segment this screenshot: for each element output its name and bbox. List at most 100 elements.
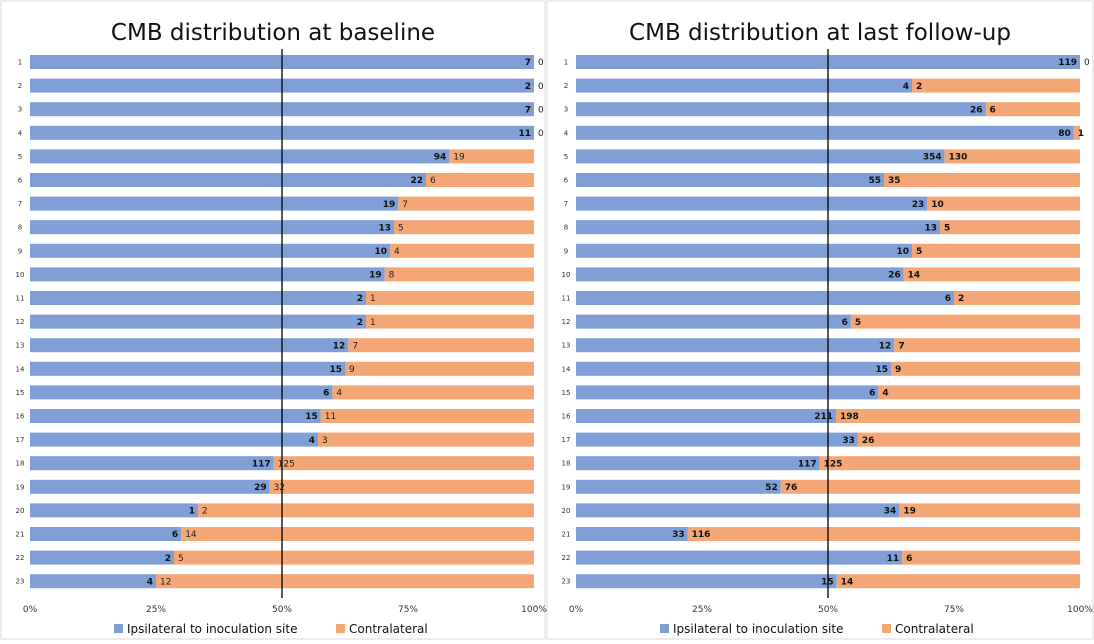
bar-ipsilateral bbox=[576, 149, 945, 164]
category-label: 22 bbox=[16, 554, 25, 562]
bar-ipsilateral bbox=[30, 291, 366, 305]
category-label: 1 bbox=[18, 59, 22, 67]
data-label-contralateral: 5 bbox=[916, 247, 922, 257]
bar-ipsilateral bbox=[30, 361, 345, 376]
bar-ipsilateral bbox=[30, 338, 349, 353]
bar-ipsilateral bbox=[576, 338, 895, 353]
data-label-ipsilateral: 15 bbox=[305, 412, 318, 422]
bar-contralateral bbox=[954, 291, 1080, 305]
bar-contralateral bbox=[174, 550, 534, 565]
data-label-ipsilateral: 6 bbox=[172, 530, 178, 540]
category-label: 12 bbox=[16, 318, 25, 326]
bar-contralateral bbox=[390, 243, 534, 258]
bar-ipsilateral bbox=[576, 314, 851, 329]
data-label-ipsilateral: 4 bbox=[903, 82, 909, 92]
bar-ipsilateral bbox=[30, 220, 394, 235]
category-label: 9 bbox=[18, 247, 22, 255]
category-label: 11 bbox=[562, 295, 571, 303]
data-label-ipsilateral: 26 bbox=[888, 271, 901, 281]
category-label: 16 bbox=[16, 413, 25, 421]
data-label-contralateral: 6 bbox=[906, 554, 912, 564]
data-label-ipsilateral: 4 bbox=[309, 436, 315, 446]
data-label-contralateral: 116 bbox=[692, 530, 711, 540]
category-label: 15 bbox=[562, 389, 571, 397]
x-tick-label: 75% bbox=[944, 605, 964, 615]
chart-title: CMB distribution at last follow-up bbox=[629, 20, 1011, 46]
panel-border bbox=[0, 0, 546, 640]
data-label-ipsilateral: 10 bbox=[896, 247, 909, 257]
data-label-contralateral: 1 bbox=[370, 294, 376, 304]
bar-ipsilateral bbox=[576, 243, 912, 258]
bar-contralateral bbox=[878, 385, 1080, 400]
bar-contralateral bbox=[780, 479, 1080, 494]
bar-ipsilateral bbox=[30, 550, 174, 565]
bar-ipsilateral bbox=[30, 314, 366, 329]
data-label-ipsilateral: 22 bbox=[410, 176, 423, 186]
data-label-contralateral: 35 bbox=[888, 176, 901, 186]
data-label-contralateral: 5 bbox=[855, 318, 861, 328]
bar-ipsilateral bbox=[576, 125, 1074, 140]
data-label-ipsilateral: 23 bbox=[912, 200, 925, 210]
data-label-contralateral: 5 bbox=[398, 223, 404, 233]
data-label-ipsilateral: 2 bbox=[357, 318, 363, 328]
bar-contralateral bbox=[940, 220, 1080, 235]
data-label-ipsilateral: 12 bbox=[333, 341, 346, 351]
x-tick-label: 100% bbox=[1067, 605, 1093, 615]
data-label-contralateral: 0 bbox=[1084, 58, 1090, 68]
data-label-ipsilateral: 11 bbox=[887, 554, 900, 564]
panel-border bbox=[546, 0, 1094, 640]
category-label: 1 bbox=[564, 59, 568, 67]
data-label-contralateral: 0 bbox=[538, 105, 544, 115]
chart-title: CMB distribution at baseline bbox=[111, 20, 435, 46]
x-tick-label: 25% bbox=[692, 605, 712, 615]
data-label-contralateral: 1 bbox=[1078, 129, 1084, 139]
category-label: 11 bbox=[16, 295, 25, 303]
category-label: 14 bbox=[16, 365, 25, 373]
bar-ipsilateral bbox=[30, 385, 333, 400]
category-label: 15 bbox=[16, 389, 25, 397]
category-label: 8 bbox=[18, 224, 22, 232]
bar-ipsilateral bbox=[30, 456, 274, 471]
bar-contralateral bbox=[332, 385, 534, 400]
data-label-ipsilateral: 33 bbox=[672, 530, 685, 540]
category-label: 4 bbox=[18, 129, 23, 137]
bar-ipsilateral bbox=[30, 267, 385, 282]
data-label-ipsilateral: 12 bbox=[879, 341, 892, 351]
bar-ipsilateral bbox=[30, 432, 318, 447]
data-label-contralateral: 14 bbox=[185, 530, 197, 540]
legend-label-contralateral: Contralateral bbox=[895, 622, 974, 636]
bar-contralateral bbox=[366, 314, 534, 329]
category-label: 21 bbox=[562, 531, 571, 539]
data-label-contralateral: 5 bbox=[178, 554, 184, 564]
category-label: 5 bbox=[18, 153, 22, 161]
bar-ipsilateral bbox=[576, 432, 858, 447]
category-label: 5 bbox=[564, 153, 568, 161]
legend-swatch-contralateral bbox=[882, 624, 891, 633]
data-label-contralateral: 19 bbox=[903, 507, 916, 517]
data-label-ipsilateral: 6 bbox=[842, 318, 848, 328]
bar-contralateral bbox=[927, 196, 1080, 211]
data-label-contralateral: 130 bbox=[949, 153, 968, 163]
x-tick-label: 0% bbox=[569, 605, 584, 615]
bar-ipsilateral bbox=[576, 456, 820, 471]
bar-ipsilateral bbox=[576, 550, 903, 565]
bar-contralateral bbox=[345, 361, 534, 376]
category-label: 14 bbox=[562, 365, 571, 373]
category-label: 22 bbox=[562, 554, 571, 562]
data-label-contralateral: 6 bbox=[430, 176, 436, 186]
category-label: 17 bbox=[16, 436, 25, 444]
bar-contralateral bbox=[912, 78, 1080, 93]
category-label: 7 bbox=[564, 200, 568, 208]
category-label: 20 bbox=[562, 507, 571, 515]
data-label-contralateral: 2 bbox=[958, 294, 964, 304]
legend-label-contralateral: Contralateral bbox=[349, 622, 428, 636]
data-label-contralateral: 14 bbox=[908, 271, 921, 281]
legend-label-ipsilateral: Ipsilateral to inoculation site bbox=[673, 622, 843, 636]
data-label-contralateral: 8 bbox=[389, 271, 395, 281]
category-label: 18 bbox=[16, 460, 25, 468]
bar-contralateral bbox=[819, 456, 1080, 471]
bar-contralateral bbox=[426, 173, 534, 187]
data-label-ipsilateral: 6 bbox=[869, 389, 875, 399]
data-label-ipsilateral: 19 bbox=[383, 200, 396, 210]
data-label-ipsilateral: 19 bbox=[369, 271, 382, 281]
